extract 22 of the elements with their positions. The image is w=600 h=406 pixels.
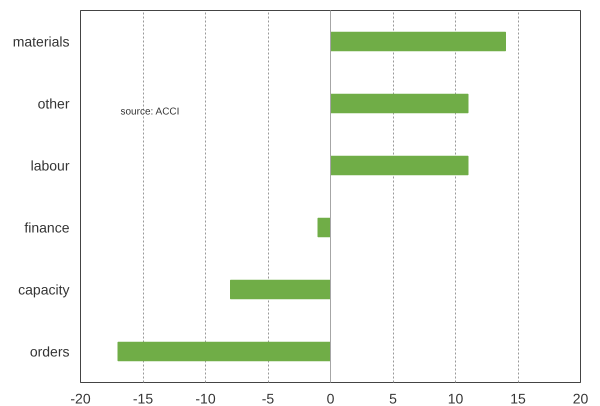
bar [330,94,468,114]
y-tick-label: labour [30,158,70,174]
bar [318,218,331,238]
y-tick-label: other [38,96,70,112]
x-tick-label: 15 [510,390,526,406]
bar [330,156,468,176]
x-tick-label: 0 [326,390,335,406]
x-tick-label: -5 [262,390,274,406]
bar [230,280,331,300]
annotation: source: ACCI [120,106,180,118]
x-tick-label: 5 [389,390,398,406]
bar [118,342,331,362]
y-tick-label: materials [12,34,70,50]
x-tick-label: 20 [572,390,588,406]
x-tick-label: -15 [132,390,154,406]
x-tick-label: -20 [70,390,91,406]
x-tick-label: 10 [448,390,464,406]
y-tick-label: orders [30,344,70,360]
x-tick-label: -10 [195,390,216,406]
y-tick-label: capacity [18,282,70,298]
y-tick-label: finance [24,220,70,236]
bar [330,32,506,52]
